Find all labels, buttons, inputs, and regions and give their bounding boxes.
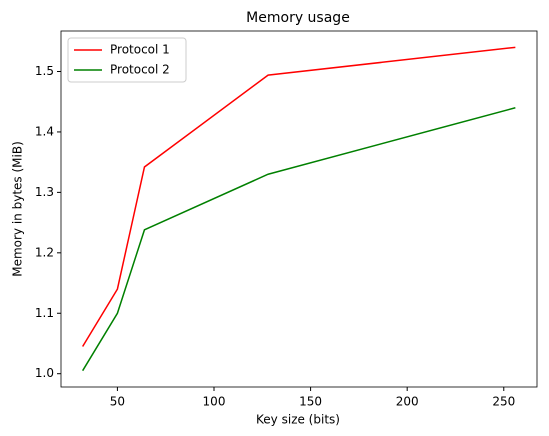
y-tick-label: 1.0: [35, 366, 54, 380]
plot-frame: [60, 30, 538, 388]
x-tick-label: 100: [203, 395, 226, 409]
data-line: [81, 46, 516, 347]
x-tick-label: 250: [492, 395, 515, 409]
y-tick-label: 1.4: [35, 124, 54, 138]
legend-box: [67, 37, 187, 83]
y-axis-label: Memory in bytes (MiB): [11, 141, 25, 277]
y-tick-label: 1.3: [35, 185, 54, 199]
x-tick-label: 200: [396, 395, 419, 409]
x-tick-label: 50: [110, 395, 125, 409]
chart-title: Memory usage: [246, 10, 350, 26]
y-tick-label: 1.2: [35, 245, 54, 259]
y-tick-label: 1.1: [35, 306, 54, 320]
legend-label: Protocol 1: [110, 43, 170, 57]
x-axis-label: Key size (bits): [256, 413, 340, 427]
data-line: [81, 107, 516, 372]
x-tick-label: 150: [299, 395, 322, 409]
y-tick-label: 1.5: [35, 64, 54, 78]
legend-label: Protocol 2: [110, 63, 170, 77]
